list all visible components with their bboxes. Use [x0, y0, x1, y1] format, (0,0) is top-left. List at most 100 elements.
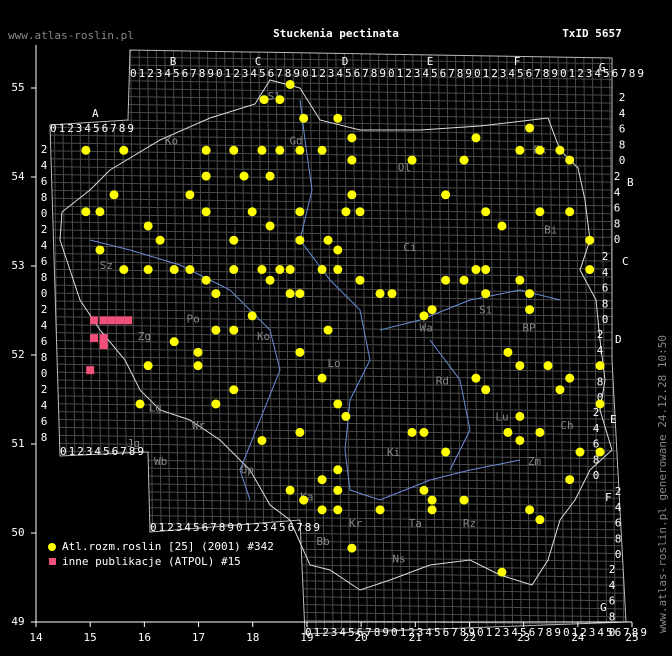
side-digit: 4 [609, 579, 616, 592]
side-digit: 4 [41, 159, 48, 172]
grid-cell-line [50, 387, 626, 397]
occurrence-square [99, 341, 108, 350]
river [299, 99, 521, 501]
region-label: Kr [349, 517, 363, 530]
region-label: Bi [544, 223, 557, 236]
occurrence-dot [143, 361, 153, 371]
occurrence-dot [341, 411, 351, 421]
grid-letter: B [170, 55, 177, 68]
occurrence-dot [323, 235, 333, 245]
occurrence-square [107, 316, 116, 325]
occurrence-dot [565, 373, 575, 383]
grid-cell-line [50, 379, 626, 389]
occurrence-dot [375, 505, 385, 515]
grid-cell-line [50, 252, 626, 262]
grid-digits: 0123456789 [388, 67, 472, 80]
occurrence-dot [275, 265, 285, 275]
occurrence-dot [135, 399, 145, 409]
occurrence-dot [143, 221, 153, 231]
grid-cell-line [50, 71, 626, 81]
x-tick-label: 15 [84, 631, 97, 644]
occurrence-dot [193, 361, 203, 371]
grid-cell-line [480, 50, 488, 634]
occurrence-dot [95, 245, 105, 255]
occurrence-dot [341, 207, 351, 217]
occurrence-dot [295, 235, 305, 245]
region-label: Ol [398, 161, 411, 174]
occurrence-dot [239, 171, 249, 181]
side-digit: 6 [602, 282, 609, 295]
occurrence-dot [515, 275, 525, 285]
region-label: Lu [495, 410, 508, 423]
grid-cell-line [50, 150, 626, 160]
region-label: Ko [165, 134, 178, 147]
side-digit: 8 [41, 351, 48, 364]
occurrence-dot [471, 265, 481, 275]
occurrence-square [99, 334, 108, 343]
grid-cell-line [50, 102, 626, 112]
occurrence-dot [333, 485, 343, 495]
occurrence-dot [441, 447, 451, 457]
occurrence-dot [515, 145, 525, 155]
occurrence-dot [375, 289, 385, 299]
grid-cell-line [335, 50, 343, 634]
side-digit: 8 [41, 431, 48, 444]
occurrence-dot [109, 190, 119, 200]
grid-digits: 0123456789 [305, 626, 389, 639]
side-digit: 8 [41, 271, 48, 284]
grid-letter: E [427, 55, 434, 68]
grid-cell-line [514, 50, 522, 634]
grid-cell-line [50, 426, 626, 436]
side-digit: 8 [609, 610, 616, 623]
grid-digits: 0123456789 [236, 521, 320, 534]
grid-cell-line [50, 316, 626, 326]
occurrence-dot [211, 399, 221, 409]
occurrence-dot [285, 79, 295, 89]
grid-letter: G [599, 61, 606, 74]
occurrence-dot [95, 207, 105, 217]
region-label: Rz [463, 517, 476, 530]
occurrence-dot [295, 207, 305, 217]
grid-digits: 0123456789 [391, 626, 475, 639]
occurrence-dot [427, 505, 437, 515]
occurrence-dot [275, 95, 285, 105]
occurrence-dot [481, 207, 491, 217]
side-digit: 4 [602, 266, 609, 279]
grid-digits: 0123456789 [130, 67, 214, 80]
grid-cell-line [50, 395, 626, 405]
region-label: Wa [419, 321, 432, 334]
side-digit: 0 [615, 548, 622, 561]
grid-digits: 0123456789 [216, 67, 300, 80]
y-tick-label: 52 [11, 348, 24, 361]
occurrence-dot [295, 145, 305, 155]
occurrence-dot [229, 325, 239, 335]
occurrence-dot [295, 427, 305, 437]
side-digit: 6 [41, 255, 48, 268]
side-digit: 0 [41, 367, 48, 380]
occurrence-dot [515, 411, 525, 421]
occurrence-dot [257, 435, 267, 445]
grid-cell-line [326, 50, 334, 634]
grid-cell-line [540, 50, 548, 634]
region-label: Zg [138, 330, 151, 343]
grid-cell-line [50, 237, 626, 247]
grid-cell-line [50, 134, 626, 144]
occurrence-dot [481, 265, 491, 275]
side-digit: 2 [619, 91, 626, 104]
side-digit: 2 [609, 563, 616, 576]
side-digit: 6 [41, 335, 48, 348]
occurrence-dot [317, 145, 327, 155]
side-digit: 4 [614, 186, 621, 199]
occurrence-square [99, 316, 108, 325]
occurrence-dot [295, 289, 305, 299]
grid-letter: B [627, 176, 634, 189]
side-digit: 0 [609, 626, 616, 639]
side-digit: 0 [619, 154, 626, 167]
grid-cell-line [309, 50, 317, 634]
y-tick-label: 50 [11, 526, 24, 539]
grid-cell-line [50, 197, 626, 207]
occurrence-dot [333, 505, 343, 515]
legend-swatch [49, 558, 56, 565]
occurrence-dot [515, 435, 525, 445]
